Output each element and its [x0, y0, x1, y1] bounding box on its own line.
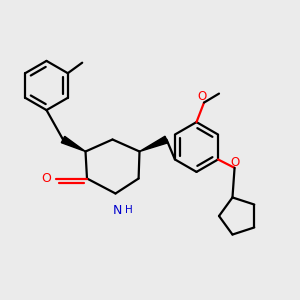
Text: O: O — [230, 156, 239, 169]
Text: N: N — [112, 203, 122, 217]
Text: H: H — [125, 205, 133, 215]
Text: O: O — [198, 90, 207, 103]
Polygon shape — [140, 136, 168, 152]
Polygon shape — [61, 136, 86, 152]
Text: O: O — [42, 172, 51, 185]
